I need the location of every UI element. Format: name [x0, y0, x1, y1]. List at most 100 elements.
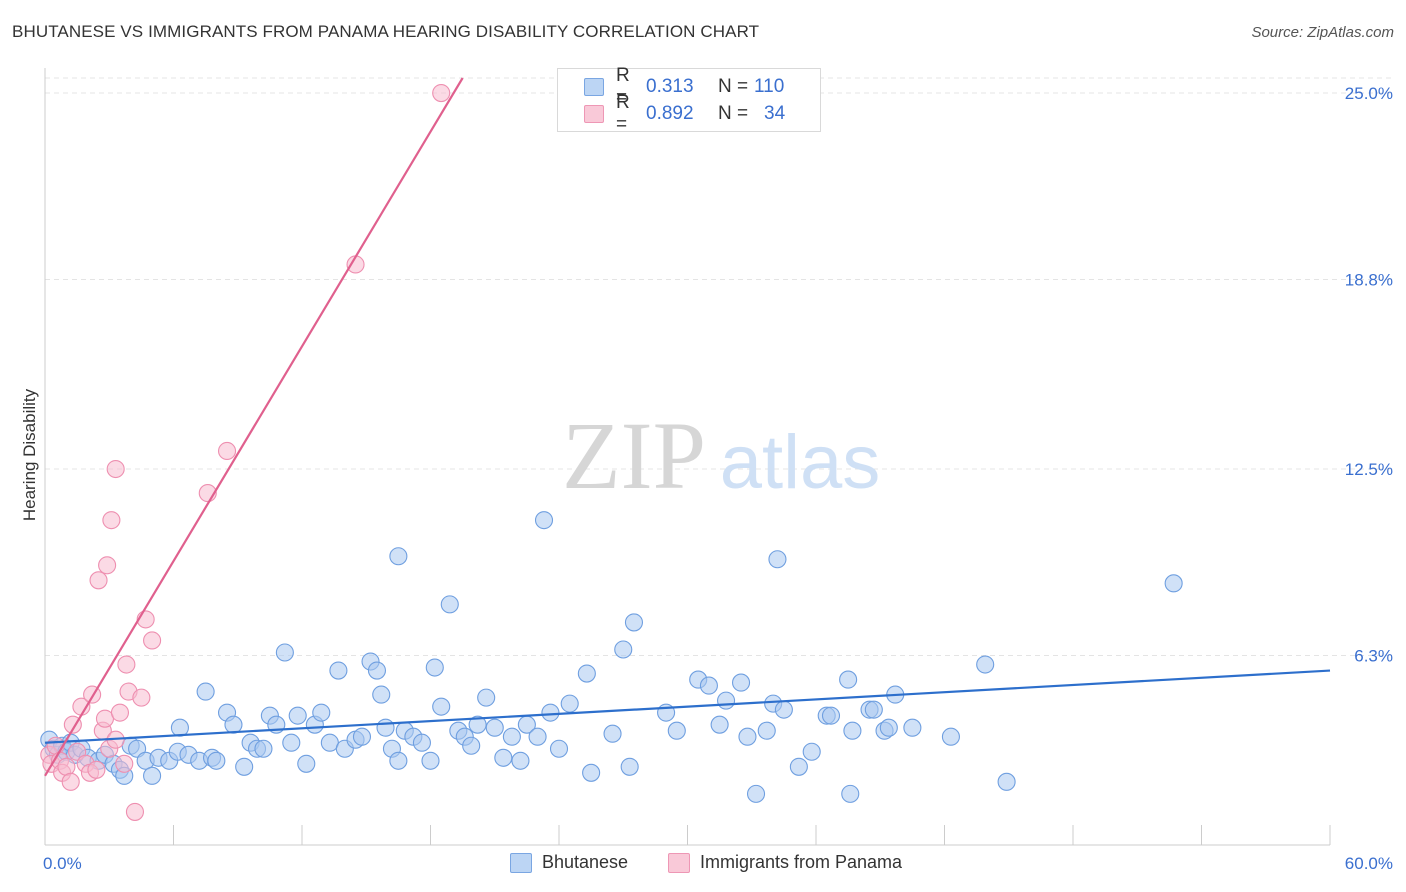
bhutanese-point — [170, 718, 189, 737]
correlation-legend: R = 0.313 N = 110 R = 0.892 N = 34 — [557, 65, 821, 135]
bhutanese-point — [511, 751, 530, 770]
bhutanese-point — [275, 643, 294, 662]
bhutanese-point — [941, 727, 960, 746]
bhutanese-point — [389, 751, 408, 770]
bhutanese-point — [976, 655, 995, 674]
legend-label-bhutanese: Bhutanese — [542, 852, 629, 872]
panama-point — [61, 772, 80, 791]
panama-point — [432, 83, 451, 103]
legend-row-bhutanese: R = 0.313 N = 110 — [584, 65, 785, 108]
bhutanese-point — [716, 691, 736, 710]
panama-trendline — [44, 77, 464, 777]
bhutanese-point — [312, 703, 331, 722]
bhutanese-point — [372, 685, 391, 704]
bhutanese-point — [329, 661, 348, 680]
bhutanese-point — [603, 724, 622, 743]
bhutanese-point — [738, 727, 757, 746]
y-tick-label: 25.0% — [1345, 84, 1393, 103]
bhutanese-point — [841, 784, 860, 803]
legend-n-label: N = — [718, 76, 749, 97]
watermark-zip: ZIP — [562, 402, 706, 509]
bhutanese-point — [614, 640, 633, 659]
bhutanese-point — [235, 757, 254, 776]
y-axis-label: Hearing Disability — [20, 388, 39, 522]
bhutanese-point — [389, 547, 408, 566]
bhutanese-point — [432, 697, 451, 716]
bhutanese-point — [843, 721, 862, 740]
legend-n-label: N = — [718, 103, 749, 124]
bhutanese-point — [879, 718, 898, 737]
chart-title: BHUTANESE VS IMMIGRANTS FROM PANAMA HEAR… — [12, 22, 760, 41]
tick-labels: 6.3% 12.5% 18.8% 25.0% 0.0% 60.0% — [43, 84, 1393, 873]
bhutanese-point — [821, 706, 841, 725]
bhutanese-point — [297, 754, 316, 773]
legend-swatch-pink — [584, 105, 604, 123]
bhutanese-point — [577, 664, 596, 683]
bhutanese-point — [839, 670, 858, 689]
x-tick-label-max: 60.0% — [1345, 854, 1393, 873]
panama-point — [217, 441, 237, 461]
y-tick-label: 6.3% — [1354, 647, 1393, 666]
legend-r-value: 0.313 — [646, 76, 694, 97]
panama-point — [87, 760, 106, 779]
panama-point — [46, 736, 65, 755]
axes — [44, 68, 1331, 846]
watermark: ZIP atlas — [562, 402, 880, 509]
bhutanese-point — [352, 727, 372, 746]
bhutanese-point — [440, 595, 459, 614]
bhutanese-point — [620, 757, 639, 776]
bhutanese-point — [699, 676, 718, 695]
legend-label-panama: Immigrants from Panama — [700, 852, 903, 872]
bhutanese-point — [528, 727, 547, 746]
grid — [45, 77, 1395, 657]
bhutanese-point — [425, 658, 444, 677]
bhutanese-point — [143, 766, 162, 785]
panama-point — [106, 459, 125, 479]
bhutanese-point — [560, 694, 579, 713]
y-tick-label: 12.5% — [1345, 460, 1393, 479]
bhutanese-point — [802, 742, 821, 761]
bhutanese-point — [1164, 574, 1183, 593]
bhutanese-point — [710, 715, 729, 734]
legend-r-label: R = — [616, 65, 630, 108]
legend-item-bhutanese: Bhutanese — [510, 852, 628, 873]
panama-point — [117, 655, 136, 674]
bhutanese-point — [254, 739, 273, 758]
panama-point — [125, 802, 144, 821]
bhutanese-point — [412, 733, 431, 752]
legend-n-value: 34 — [764, 103, 786, 124]
bhutanese-point — [224, 715, 243, 734]
bhutanese-point — [997, 772, 1016, 791]
legend-swatch-blue — [584, 78, 604, 96]
panama-point — [98, 556, 117, 575]
legend-item-panama: Immigrants from Panama — [668, 852, 902, 873]
bhutanese-point — [774, 700, 793, 719]
bhutanese-point — [421, 751, 440, 770]
panama-point — [132, 688, 151, 707]
legend-n-value: 110 — [754, 76, 785, 97]
bhutanese-point — [462, 736, 481, 755]
bhutanese-trendline — [44, 669, 1331, 744]
bhutanese-point — [746, 784, 766, 803]
panama-point — [102, 511, 121, 530]
bhutanese-point — [207, 751, 226, 770]
bhutanese-point — [485, 718, 504, 737]
source-label: Source: ZipAtlas.com — [1251, 24, 1394, 41]
bhutanese-point — [541, 703, 560, 722]
bhutanese-point — [864, 700, 883, 719]
legend-swatch-pink — [668, 852, 690, 873]
bhutanese-point — [376, 718, 395, 737]
watermark-atlas: atlas — [720, 420, 881, 505]
trendlines — [44, 77, 1331, 777]
bhutanese-point — [282, 733, 301, 752]
y-tick-label: 18.8% — [1345, 271, 1393, 290]
bhutanese-point — [502, 727, 521, 746]
panama-point — [57, 757, 76, 776]
panama-point — [89, 571, 108, 590]
bhutanese-point — [667, 721, 686, 740]
panama-point — [115, 754, 134, 773]
bhutanese-point — [549, 739, 569, 758]
legend-r-label: R = — [616, 92, 630, 135]
points — [40, 83, 1183, 821]
